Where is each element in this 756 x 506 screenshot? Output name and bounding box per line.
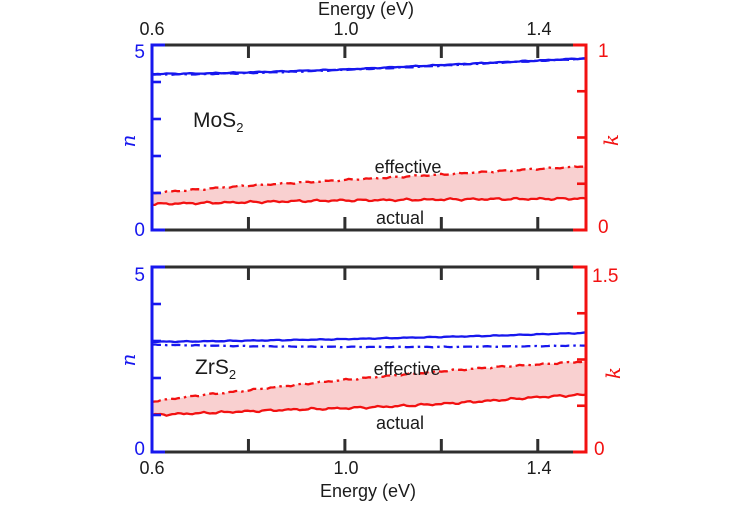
y-right-min-label-top-panel: 0	[598, 217, 609, 238]
x-tick-label-bottom-1.4: 1.4	[526, 458, 552, 478]
x-axis-title-top: Energy (eV)	[317, 0, 415, 19]
annotation-actual-bottom-panel: actual	[375, 413, 425, 433]
y-left-min-label-top-panel: 0	[134, 220, 145, 241]
x-tick-label-top-1.0: 1.0	[333, 19, 359, 39]
n-axis-label-bottom-panel: n	[116, 353, 140, 367]
y-right-max-label-bottom-panel: 1.5	[592, 266, 619, 287]
panel-title-mos2: MoS2	[193, 107, 243, 142]
y-right-max-label-top-panel: 1	[598, 41, 609, 62]
panel-title-mos2-base: MoS	[193, 109, 237, 132]
y-left-max-label-top-panel: 5	[134, 42, 145, 63]
y-right-min-label-bottom-panel: 0	[594, 439, 605, 460]
x-axis-title-bottom: Energy (eV)	[319, 481, 417, 501]
annotation-effective-top-panel: effective	[374, 157, 442, 177]
y-left-min-label-bottom-panel: 0	[134, 439, 145, 460]
x-tick-label-top-0.6: 0.6	[139, 19, 165, 39]
y-left-max-label-bottom-panel: 5	[134, 265, 145, 286]
x-tick-label-bottom-0.6: 0.6	[139, 458, 165, 478]
k-axis-label-top-panel: k	[599, 133, 623, 147]
panel-title-zrs2-sub: 2	[228, 367, 237, 383]
panel-title-zrs2-base: ZrS	[195, 356, 229, 379]
annotation-effective-bottom-panel: effective	[373, 359, 441, 379]
n-axis-label-top-panel: n	[116, 134, 140, 148]
annotation-actual-top-panel: actual	[375, 208, 425, 228]
x-tick-label-bottom-1.0: 1.0	[333, 458, 359, 478]
k-axis-label-bottom-panel: k	[601, 366, 625, 380]
x-tick-label-top-1.4: 1.4	[526, 19, 552, 39]
panel-title-zrs2: ZrS2	[195, 354, 236, 389]
panel-title-mos2-sub: 2	[236, 120, 244, 136]
